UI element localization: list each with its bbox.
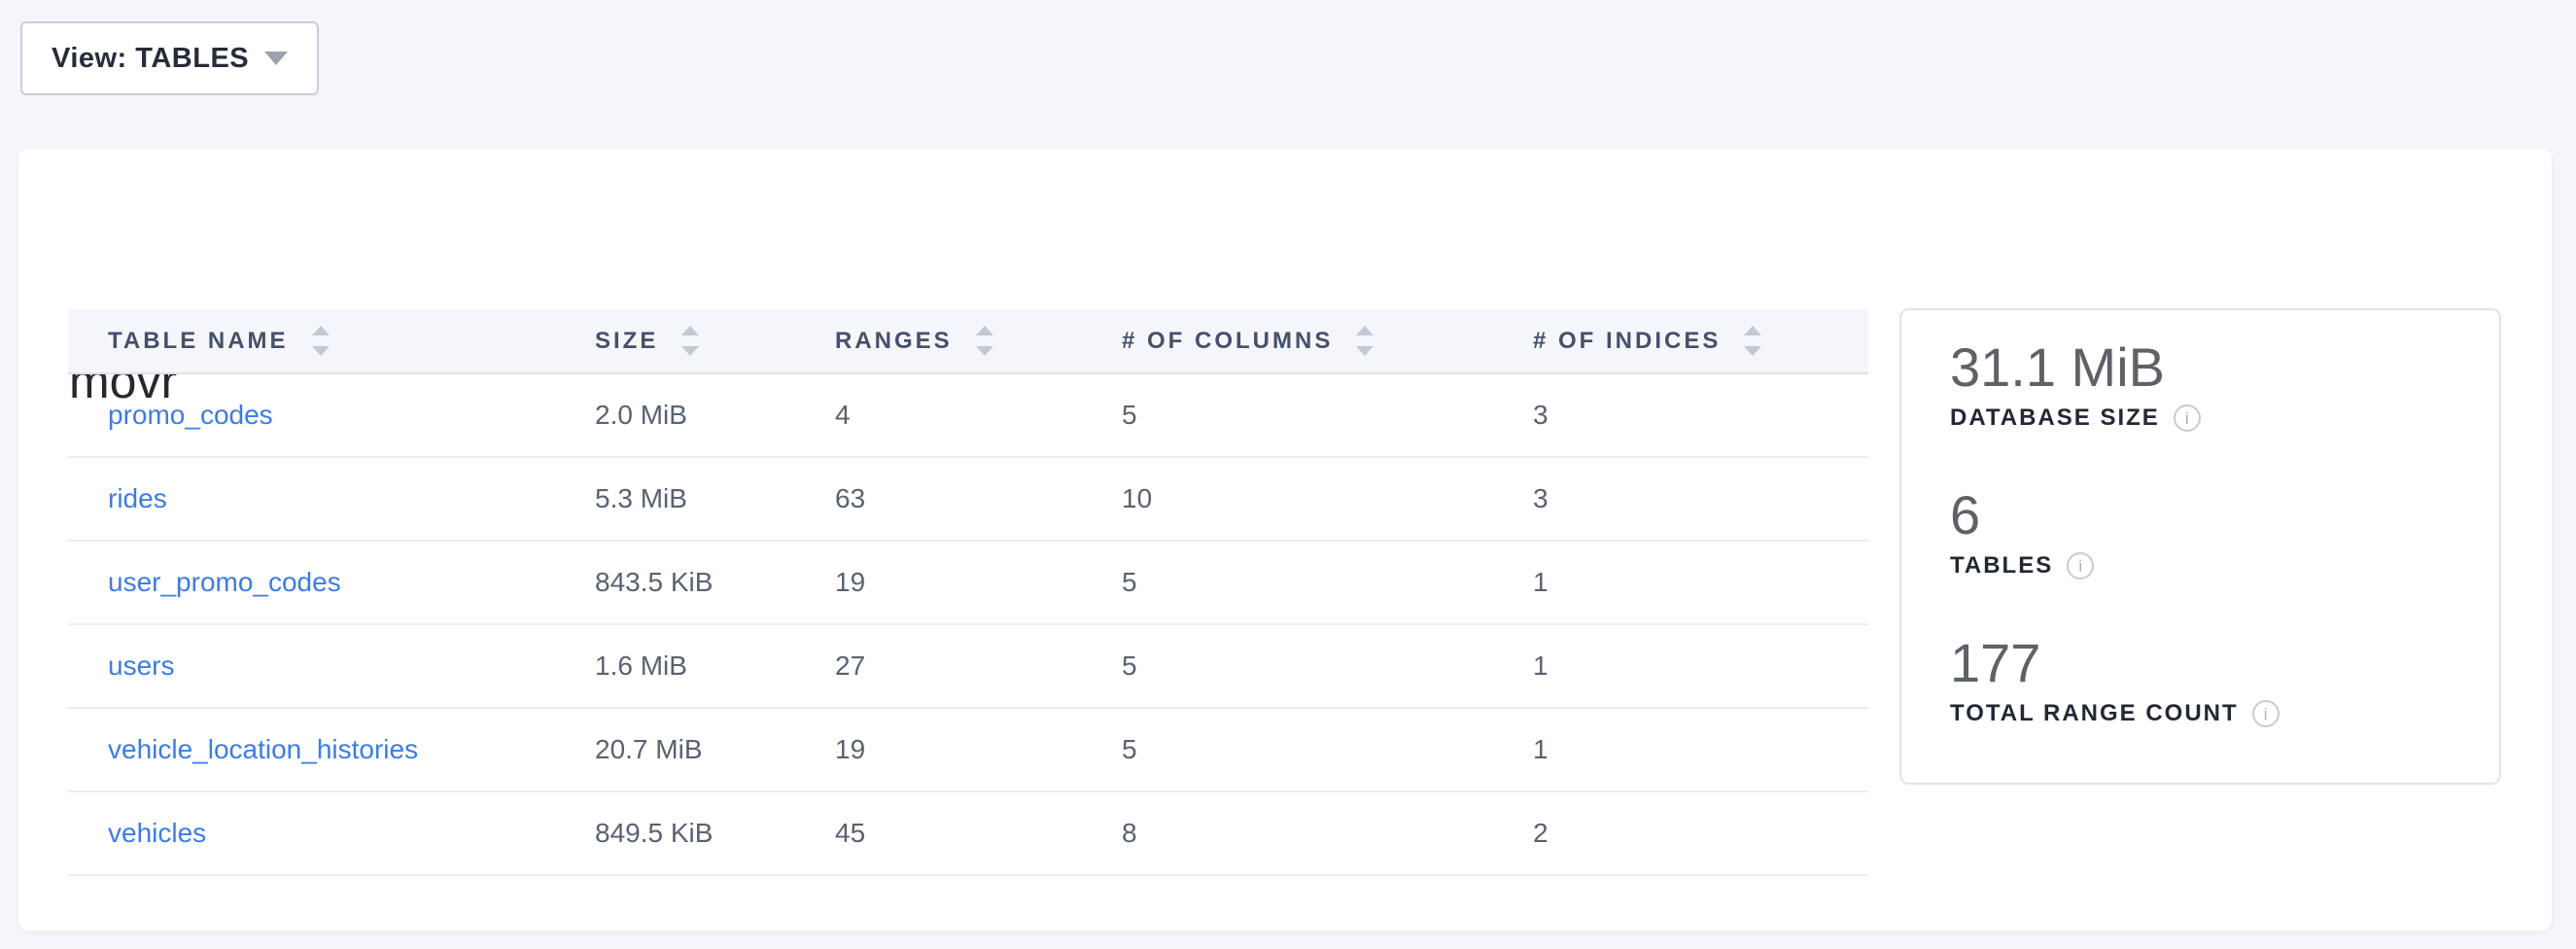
stat-value: 6 [1950,484,1981,545]
cell-columns: 5 [1082,541,1493,625]
cell-columns: 5 [1082,624,1493,709]
info-icon[interactable] [2067,552,2095,580]
sort-desc-icon [681,346,700,356]
sort-asc-icon [1356,326,1375,335]
stat-label: TABLES [1950,552,2054,579]
table-row: rides 5.3 MiB 63 10 3 [68,457,1868,542]
stat-label: DATABASE SIZE [1950,404,2160,431]
column-header-size[interactable]: SIZE [555,309,795,374]
column-header-label: RANGES [835,327,953,354]
column-header-label: SIZE [595,327,659,354]
stat-tables: 6 TABLES [1950,485,2460,580]
stat-value: 31.1 MiB [1950,336,2165,398]
cell-size: 20.7 MiB [555,708,795,792]
table-row: promo_codes 2.0 MiB 4 5 3 [68,373,1868,458]
table-name-link[interactable]: vehicle_location_histories [108,734,419,764]
info-icon[interactable] [2251,700,2280,727]
cell-indices: 1 [1493,624,1868,709]
view-selector-button[interactable]: View: TABLES [20,21,320,95]
sort-asc-icon [975,326,993,335]
cell-ranges: 27 [795,624,1082,709]
chevron-down-icon [264,52,289,65]
cell-ranges: 19 [795,708,1082,792]
column-header-ranges[interactable]: RANGES [795,309,1082,374]
cell-name: user_promo_codes [68,541,555,625]
sort-arrows-icon [681,326,700,356]
stat-total-range-count: 177 TOTAL RANGE COUNT [1950,633,2460,728]
column-header-label: TABLE NAME [108,327,289,354]
cell-size: 849.5 KiB [555,791,795,876]
cell-indices: 3 [1493,457,1868,542]
column-header-label: # OF COLUMNS [1122,327,1334,354]
table-header-row: TABLE NAME SIZE RANGES # OF COLUMNS # OF IND… [68,309,1868,374]
cell-name: promo_codes [68,373,555,458]
sort-asc-icon [311,326,330,335]
column-header-indices[interactable]: # OF INDICES [1493,309,1868,374]
cell-size: 1.6 MiB [555,624,795,709]
cell-ranges: 63 [795,457,1082,542]
table-name-link[interactable]: promo_codes [108,400,273,430]
cell-ranges: 19 [795,541,1082,625]
stat-value: 177 [1950,632,2041,693]
tables-table: TABLE NAME SIZE RANGES # OF COLUMNS # OF IND… [68,309,1868,876]
table-name-link[interactable]: users [108,650,175,681]
cell-indices: 1 [1493,541,1868,625]
sort-asc-icon [1744,326,1762,335]
column-header-columns[interactable]: # OF COLUMNS [1082,309,1493,374]
sort-desc-icon [975,346,993,356]
sort-arrows-icon [311,326,330,356]
column-header-label: # OF INDICES [1533,327,1722,354]
sort-arrows-icon [1744,326,1762,356]
cell-size: 5.3 MiB [555,457,795,542]
sort-asc-icon [681,326,700,335]
cell-name: users [68,624,555,709]
sort-desc-icon [1744,346,1762,356]
view-selector-label: View: TABLES [52,42,250,74]
info-icon[interactable] [2173,404,2201,432]
cell-columns: 5 [1082,708,1493,792]
cell-size: 843.5 KiB [555,541,795,625]
table-name-link[interactable]: vehicles [108,818,207,848]
cell-columns: 8 [1082,791,1493,876]
database-card: movr TABLE NAME SIZE RANGES # OF COLUMNS # O… [18,149,2552,931]
table-name-link[interactable]: user_promo_codes [108,567,341,597]
table-row: vehicle_location_histories 20.7 MiB 19 5 1 [68,708,1868,792]
sort-arrows-icon [975,326,993,356]
database-summary-panel: 31.1 MiB DATABASE SIZE 6 TABLES 177 TOTA… [1899,308,2501,785]
cell-indices: 2 [1493,791,1868,876]
stat-database-size: 31.1 MiB DATABASE SIZE [1950,337,2460,433]
sort-desc-icon [311,346,330,356]
cell-ranges: 45 [795,791,1082,876]
table-row: user_promo_codes 843.5 KiB 19 5 1 [68,541,1868,625]
cell-ranges: 4 [795,373,1082,458]
sort-arrows-icon [1356,326,1375,356]
column-header-name[interactable]: TABLE NAME [68,309,555,374]
table-name-link[interactable]: rides [108,483,167,513]
sort-desc-icon [1356,346,1375,356]
cell-indices: 3 [1493,373,1868,458]
cell-size: 2.0 MiB [555,373,795,458]
cell-name: vehicle_location_histories [68,708,555,792]
cell-name: vehicles [68,791,555,876]
table-row: vehicles 849.5 KiB 45 8 2 [68,791,1868,876]
cell-indices: 1 [1493,708,1868,792]
cell-columns: 5 [1082,373,1493,458]
stat-label: TOTAL RANGE COUNT [1950,700,2239,726]
cell-columns: 10 [1082,457,1493,542]
table-row: users 1.6 MiB 27 5 1 [68,624,1868,709]
cell-name: rides [68,457,555,542]
